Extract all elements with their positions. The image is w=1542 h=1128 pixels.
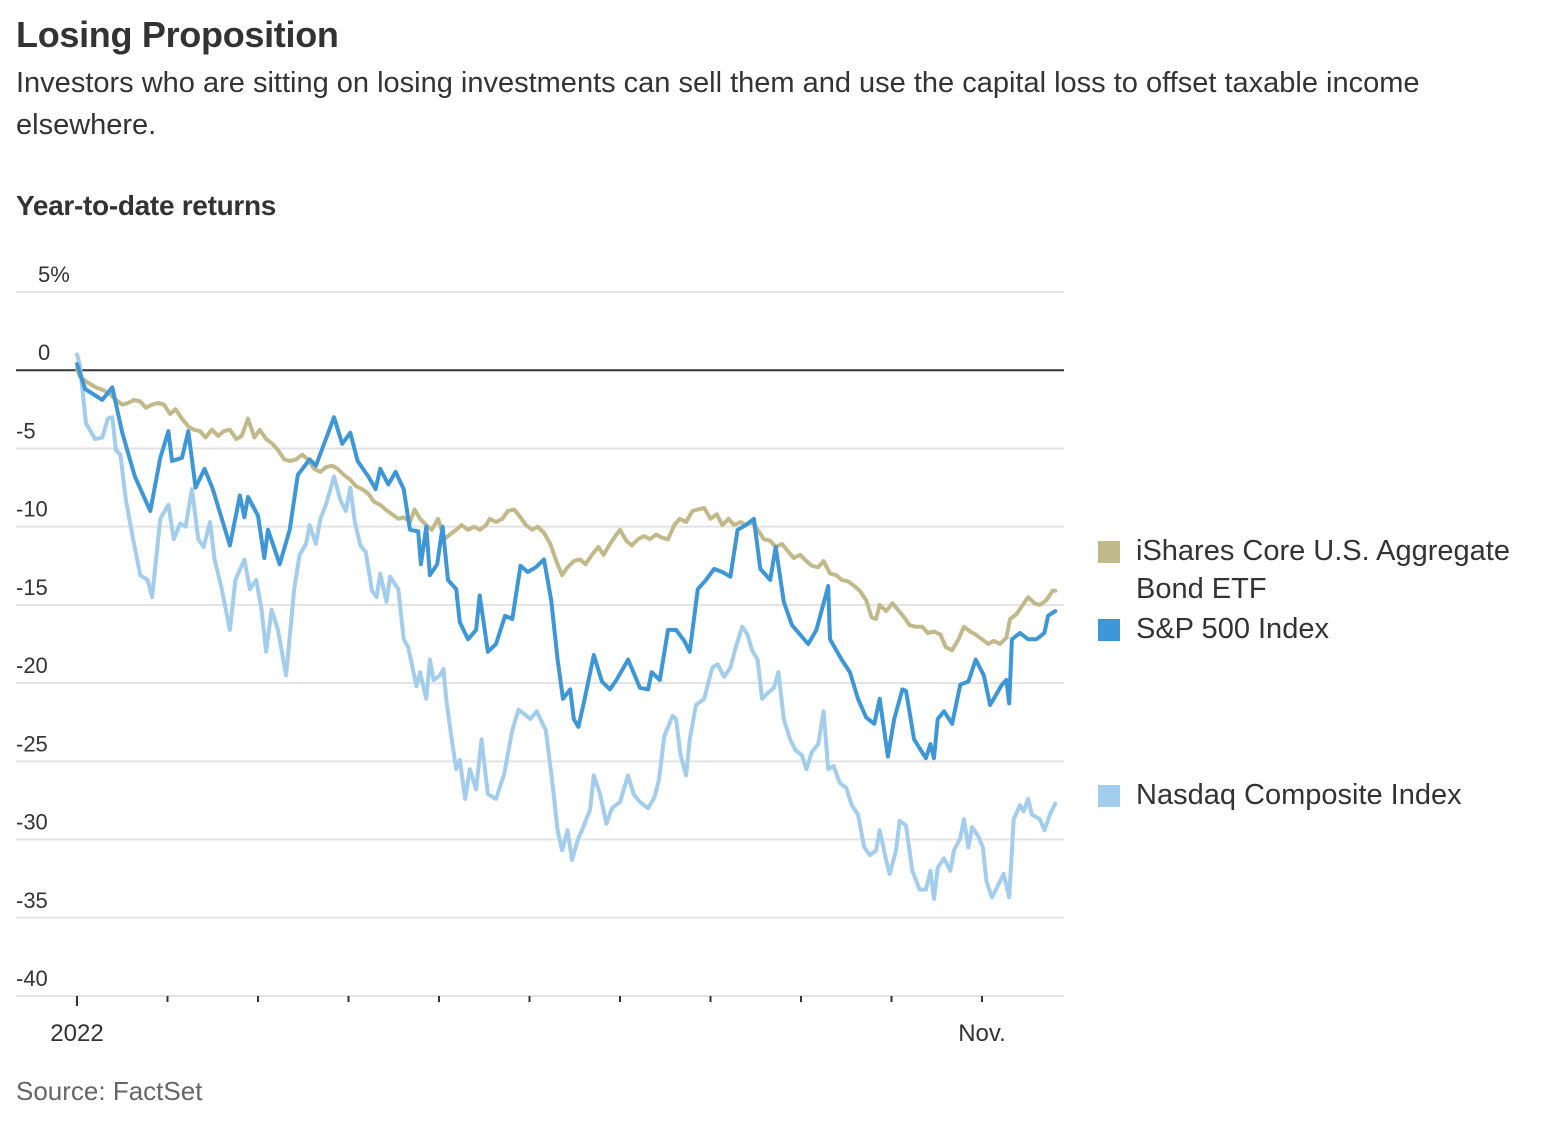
legend-label-bond-etf-line2: Bond ETF bbox=[1136, 573, 1267, 605]
chart-subtitle: Investors who are sitting on losing inve… bbox=[16, 67, 1420, 141]
legend-swatch-sp500 bbox=[1098, 619, 1120, 641]
x-tick-label: 2022 bbox=[50, 1020, 103, 1047]
legend-label-bond-etf-line1: iShares Core U.S. Aggregate bbox=[1136, 535, 1510, 567]
legend: iShares Core U.S. Aggregate Bond ETF S&P… bbox=[1098, 532, 1538, 816]
chart-headline: Losing Proposition bbox=[16, 14, 339, 55]
chart-title: Year-to-date returns bbox=[16, 190, 277, 221]
series-line-nasdaq bbox=[75, 352, 1058, 901]
y-tick-label: -15 bbox=[16, 575, 48, 600]
y-tick-label: -10 bbox=[16, 497, 48, 522]
y-tick-label: 0 bbox=[38, 340, 50, 365]
series-line-sp500 bbox=[75, 362, 1058, 761]
legend-item-bond-etf: iShares Core U.S. Aggregate Bond ETF bbox=[1098, 532, 1538, 612]
x-axis: 2022 Nov. bbox=[50, 996, 1006, 1047]
y-tick-label: -5 bbox=[16, 418, 36, 443]
y-tick-label: 5% bbox=[38, 262, 70, 287]
legend-item-nasdaq: Nasdaq Composite Index bbox=[1098, 776, 1538, 816]
x-tick-label: Nov. bbox=[958, 1020, 1006, 1047]
y-tick-label: -30 bbox=[16, 810, 48, 835]
legend-label-sp500: S&P 500 Index bbox=[1136, 613, 1329, 645]
series-lines bbox=[75, 352, 1058, 901]
y-tick-label: -40 bbox=[16, 966, 48, 991]
y-tick-label: -20 bbox=[16, 653, 48, 678]
y-tick-label: -35 bbox=[16, 888, 48, 913]
gridlines bbox=[16, 291, 1064, 997]
legend-swatch-bond-etf bbox=[1098, 541, 1120, 563]
series-line-bond-etf bbox=[75, 366, 1058, 653]
y-tick-label: -25 bbox=[16, 731, 48, 756]
legend-label-nasdaq: Nasdaq Composite Index bbox=[1136, 779, 1462, 811]
y-axis-labels: 5% 0 -5 -10 -15 -20 -25 -30 -35 -40 bbox=[16, 262, 70, 991]
legend-item-sp500: S&P 500 Index bbox=[1098, 610, 1538, 650]
source-note: Source: FactSet bbox=[16, 1076, 203, 1106]
legend-swatch-nasdaq bbox=[1098, 785, 1120, 807]
